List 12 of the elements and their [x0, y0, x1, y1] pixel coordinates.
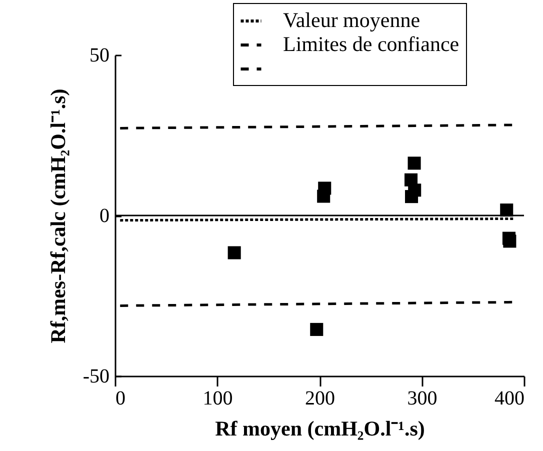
y-tick-label: 0: [100, 205, 110, 227]
x-tick-label: 100: [202, 388, 233, 410]
x-tick-label: 200: [305, 388, 335, 410]
x-tick-label: 400: [494, 388, 524, 410]
legend-label: Limites de confiance: [283, 32, 460, 56]
y-tick-label: 50: [90, 44, 110, 66]
legend-label: Valeur moyenne: [283, 8, 420, 32]
y-axis-title: Rf,mes-Rf,calc (cmH₂O.l⁻¹.s): [46, 88, 70, 344]
x-axis-title: Rf moyen (cmH₂O.l⁻¹.s): [215, 416, 425, 440]
y-tick-label: -50: [82, 366, 110, 388]
x-tick-label: 300: [407, 388, 438, 410]
x-tick-label: 0: [116, 388, 126, 410]
